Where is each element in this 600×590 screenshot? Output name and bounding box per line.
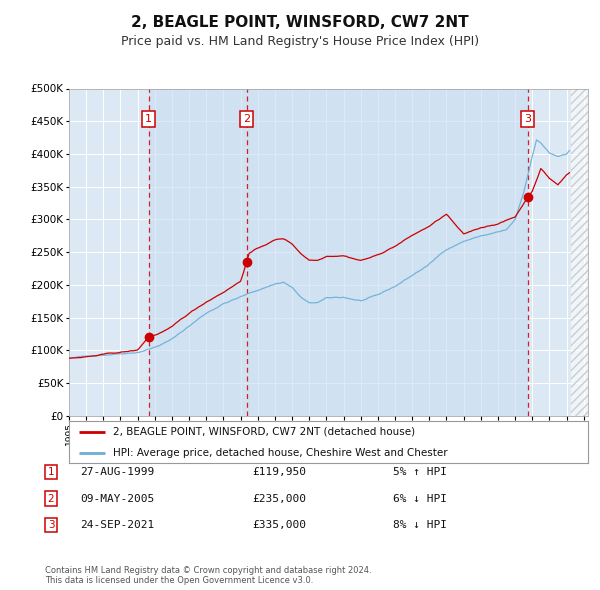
Text: HPI: Average price, detached house, Cheshire West and Chester: HPI: Average price, detached house, Ches… bbox=[113, 448, 448, 458]
Text: 2: 2 bbox=[243, 114, 250, 124]
Bar bbox=[247, 88, 527, 416]
Text: £119,950: £119,950 bbox=[252, 467, 306, 477]
Text: Contains HM Land Registry data © Crown copyright and database right 2024.
This d: Contains HM Land Registry data © Crown c… bbox=[45, 566, 371, 585]
Text: 2: 2 bbox=[47, 494, 55, 503]
Text: 2, BEAGLE POINT, WINSFORD, CW7 2NT: 2, BEAGLE POINT, WINSFORD, CW7 2NT bbox=[131, 15, 469, 30]
Bar bbox=[571, 88, 588, 416]
Text: 27-AUG-1999: 27-AUG-1999 bbox=[80, 467, 154, 477]
Text: 2, BEAGLE POINT, WINSFORD, CW7 2NT (detached house): 2, BEAGLE POINT, WINSFORD, CW7 2NT (deta… bbox=[113, 427, 415, 437]
Bar bbox=[571, 88, 588, 416]
Text: £235,000: £235,000 bbox=[252, 494, 306, 503]
Text: 3: 3 bbox=[47, 520, 55, 530]
Text: 09-MAY-2005: 09-MAY-2005 bbox=[80, 494, 154, 503]
Text: Price paid vs. HM Land Registry's House Price Index (HPI): Price paid vs. HM Land Registry's House … bbox=[121, 35, 479, 48]
Text: 5% ↑ HPI: 5% ↑ HPI bbox=[393, 467, 447, 477]
Text: 8% ↓ HPI: 8% ↓ HPI bbox=[393, 520, 447, 530]
Text: 6% ↓ HPI: 6% ↓ HPI bbox=[393, 494, 447, 503]
Text: £335,000: £335,000 bbox=[252, 520, 306, 530]
Bar bbox=[149, 88, 247, 416]
Text: 1: 1 bbox=[145, 114, 152, 124]
Text: 24-SEP-2021: 24-SEP-2021 bbox=[80, 520, 154, 530]
Bar bbox=[571, 88, 588, 416]
Text: 3: 3 bbox=[524, 114, 531, 124]
Text: 1: 1 bbox=[47, 467, 55, 477]
